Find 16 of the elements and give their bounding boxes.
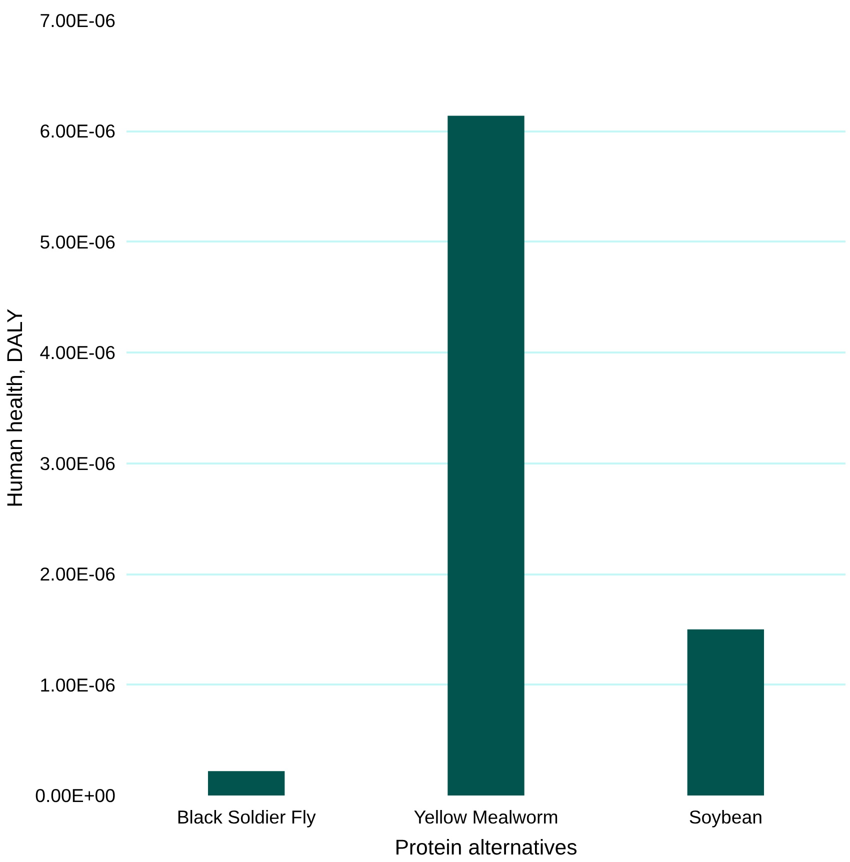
y-tick-label: 5.00E-06: [40, 231, 116, 252]
x-tick-label: Yellow Mealworm: [414, 806, 558, 828]
x-axis-title: Protein alternatives: [394, 836, 578, 860]
y-tick-label: 3.00E-06: [40, 452, 116, 474]
y-tick-label: 7.00E-06: [40, 10, 116, 31]
bar: [448, 116, 524, 796]
x-tick-label: Soybean: [688, 806, 762, 828]
bar: [687, 629, 764, 796]
y-tick-label: 4.00E-06: [40, 342, 116, 364]
y-tick-label: 6.00E-06: [40, 120, 116, 142]
y-tick-label: 2.00E-06: [40, 564, 116, 585]
y-tick-label: 0.00E+00: [35, 785, 116, 806]
x-tick-label: Black Soldier Fly: [176, 806, 316, 828]
bar: [208, 771, 285, 796]
y-tick-label: 1.00E-06: [40, 674, 116, 696]
y-axis-title: Human health, DALY: [3, 308, 28, 508]
